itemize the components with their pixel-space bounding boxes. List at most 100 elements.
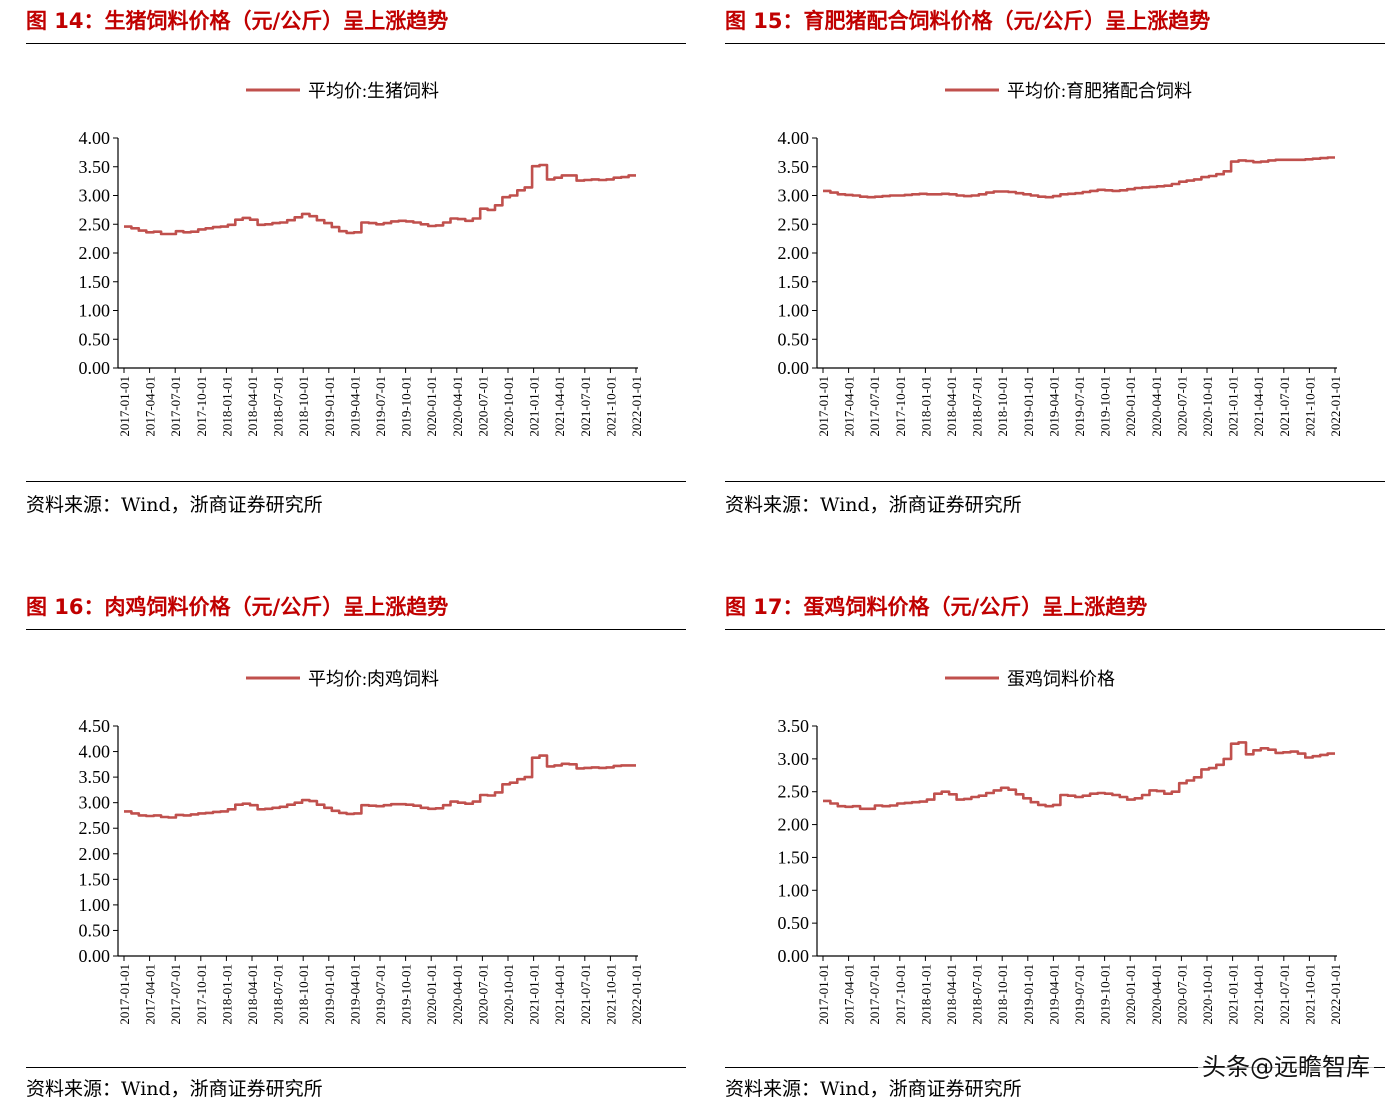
- chart-container: 平均价:生猪饲料 4.00 3.50 3.00 2.50 2.00 1.50 1.00 0.50…: [26, 56, 686, 476]
- y-tick-label: 0.50: [778, 913, 810, 933]
- x-tick-label: 2018-04-01: [245, 964, 260, 1025]
- x-tick-label: 2019-10-01: [1098, 964, 1113, 1025]
- legend-label: 平均价:肉鸡饲料: [308, 669, 439, 689]
- x-tick-label: 2017-07-01: [168, 964, 183, 1025]
- series-line: [823, 156, 1335, 199]
- legend: 平均价:肉鸡饲料: [246, 669, 439, 689]
- source-rule: [26, 1067, 686, 1068]
- x-tick-label: 2017-07-01: [168, 376, 183, 437]
- y-tick-label: 3.50: [778, 157, 810, 177]
- series-line: [823, 741, 1335, 811]
- y-tick-label: 2.00: [778, 243, 810, 263]
- x-tick-label: 2019-01-01: [322, 964, 337, 1025]
- x-tick-label: 2018-10-01: [995, 376, 1010, 437]
- x-tick-label: 2019-01-01: [322, 376, 337, 437]
- x-tick-label: 2021-10-01: [1302, 964, 1317, 1025]
- x-tick-label: 2017-10-01: [194, 964, 209, 1025]
- y-tick-label: 3.00: [79, 793, 111, 813]
- x-tick-label: 2019-04-01: [347, 376, 362, 437]
- x-tick-label: 2020-01-01: [424, 376, 439, 437]
- line-chart: 平均价:育肥猪配合饲料 4.00 3.50 3.00 2.50 2.00 1.50 1.00 0…: [778, 81, 1344, 437]
- figure-title: 图 16：肉鸡饲料价格（元/公斤）呈上涨趋势: [26, 595, 449, 619]
- x-tick-label: 2018-01-01: [918, 376, 933, 437]
- x-tick-label: 2020-04-01: [1149, 964, 1164, 1025]
- y-tick-label: 2.50: [778, 214, 810, 234]
- x-tick-label: 2017-04-01: [143, 376, 158, 437]
- y-tick-label: 4.50: [79, 716, 111, 736]
- x-tick-label: 2017-04-01: [143, 964, 158, 1025]
- x-tick-label: 2020-07-01: [475, 376, 490, 437]
- x-tick-label: 2018-04-01: [944, 964, 959, 1025]
- y-tick-label: 0.00: [778, 358, 810, 378]
- source-note: 资料来源：Wind，浙商证券研究所: [725, 1078, 1022, 1100]
- x-tick-label: 2017-10-01: [194, 376, 209, 437]
- x-tick-label: 2019-01-01: [1021, 376, 1036, 437]
- x-tick-label: 2021-01-01: [527, 964, 542, 1025]
- x-tick-label: 2021-07-01: [1277, 964, 1292, 1025]
- x-tick-label: 2021-04-01: [552, 376, 567, 437]
- y-tick-label: 1.50: [778, 847, 810, 867]
- x-tick-label: 2021-07-01: [578, 376, 593, 437]
- x-tick-label: 2021-01-01: [1226, 376, 1241, 437]
- chart-container: 平均价:肉鸡饲料 4.50 4.00 3.50 3.00 2.50 2.00 1.50 1.00…: [26, 644, 686, 1064]
- x-tick-label: 2017-01-01: [816, 376, 831, 437]
- watermark: 头条@远瞻智库: [1198, 1047, 1374, 1082]
- y-tick-label: 4.00: [79, 128, 111, 148]
- y-tick-label: 2.00: [79, 844, 111, 864]
- source-note: 资料来源：Wind，浙商证券研究所: [26, 494, 323, 516]
- x-tick-label: 2022-01-01: [629, 964, 644, 1025]
- x-tick-label: 2020-01-01: [1123, 964, 1138, 1025]
- x-tick-label: 2020-04-01: [450, 376, 465, 437]
- x-tick-label: 2019-10-01: [1098, 376, 1113, 437]
- x-tick-label: 2019-04-01: [1046, 964, 1061, 1025]
- y-tick-label: 4.00: [79, 742, 111, 762]
- y-tick-label: 2.00: [778, 815, 810, 835]
- y-tick-label: 0.50: [778, 329, 810, 349]
- y-tick-label: 3.50: [778, 716, 810, 736]
- x-tick-label: 2021-10-01: [603, 964, 618, 1025]
- source-rule: [26, 481, 686, 482]
- x-tick-label: 2017-07-01: [867, 376, 882, 437]
- x-tick-label: 2018-07-01: [271, 376, 286, 437]
- y-tick-label: 0.50: [79, 920, 111, 940]
- y-tick-label: 0.00: [778, 946, 810, 966]
- series-line: [124, 163, 636, 236]
- x-tick-label: 2017-04-01: [842, 964, 857, 1025]
- line-chart: 平均价:生猪饲料 4.00 3.50 3.00 2.50 2.00 1.50 1.00 0.50…: [79, 81, 645, 437]
- y-tick-label: 3.50: [79, 157, 111, 177]
- y-tick-label: 1.00: [778, 301, 810, 321]
- y-tick-label: 3.00: [778, 749, 810, 769]
- x-tick-label: 2021-04-01: [1251, 964, 1266, 1025]
- legend-label: 蛋鸡饲料价格: [1007, 669, 1115, 689]
- x-tick-label: 2018-10-01: [995, 964, 1010, 1025]
- x-tick-label: 2017-10-01: [893, 964, 908, 1025]
- x-tick-label: 2022-01-01: [629, 376, 644, 437]
- x-tick-label: 2018-07-01: [970, 964, 985, 1025]
- x-tick-label: 2019-01-01: [1021, 964, 1036, 1025]
- legend: 平均价:生猪饲料: [246, 81, 439, 101]
- y-tick-label: 1.50: [778, 272, 810, 292]
- x-tick-label: 2019-07-01: [373, 376, 388, 437]
- x-tick-label: 2019-07-01: [1072, 376, 1087, 437]
- x-tick-label: 2018-01-01: [219, 376, 234, 437]
- x-tick-label: 2019-10-01: [399, 376, 414, 437]
- x-tick-label: 2018-10-01: [296, 376, 311, 437]
- y-tick-label: 0.00: [79, 946, 111, 966]
- x-tick-label: 2020-07-01: [1174, 964, 1189, 1025]
- x-tick-label: 2022-01-01: [1328, 376, 1343, 437]
- x-tick-label: 2020-07-01: [475, 964, 490, 1025]
- source-note: 资料来源：Wind，浙商证券研究所: [725, 494, 1022, 516]
- line-chart: 平均价:肉鸡饲料 4.50 4.00 3.50 3.00 2.50 2.00 1.50 1.00…: [79, 669, 645, 1025]
- y-tick-label: 3.50: [79, 767, 111, 787]
- chart-container: 平均价:育肥猪配合饲料 4.00 3.50 3.00 2.50 2.00 1.50 1.00 0…: [725, 56, 1385, 476]
- x-tick-label: 2019-07-01: [1072, 964, 1087, 1025]
- title-rule: [26, 43, 686, 44]
- x-tick-label: 2018-01-01: [918, 964, 933, 1025]
- legend-label: 平均价:生猪饲料: [308, 81, 439, 101]
- x-tick-label: 2018-04-01: [944, 376, 959, 437]
- y-tick-label: 0.50: [79, 329, 111, 349]
- x-tick-label: 2018-10-01: [296, 964, 311, 1025]
- x-tick-label: 2020-10-01: [501, 376, 516, 437]
- legend: 平均价:育肥猪配合饲料: [945, 81, 1192, 101]
- x-tick-label: 2021-10-01: [1302, 376, 1317, 437]
